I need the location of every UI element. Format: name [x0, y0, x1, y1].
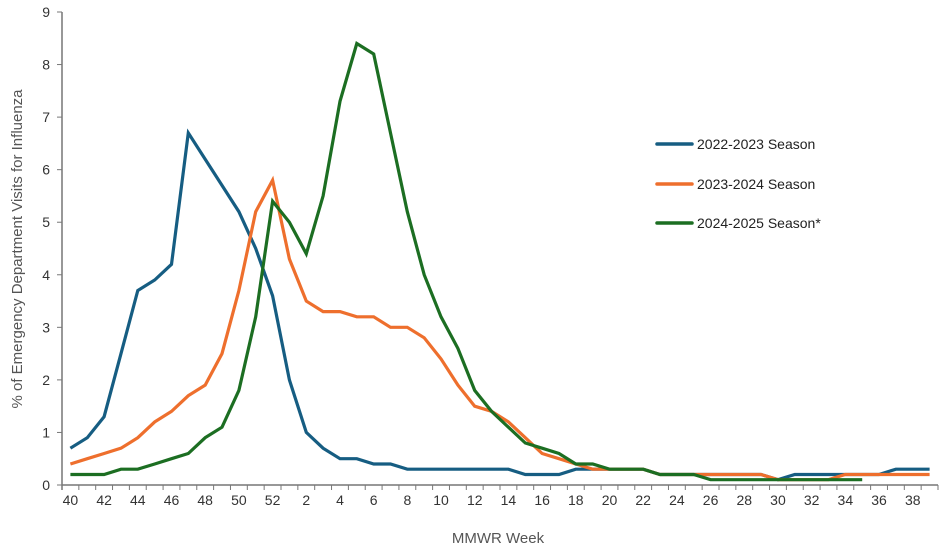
- x-tick-label: 20: [602, 492, 618, 508]
- x-tick-label: 10: [433, 492, 449, 508]
- x-tick-label: 50: [231, 492, 247, 508]
- x-tick-label: 46: [164, 492, 180, 508]
- y-axis-title: % of Emergency Department Visits for Inf…: [9, 89, 26, 409]
- x-tick-label: 34: [838, 492, 854, 508]
- x-tick-label: 22: [635, 492, 651, 508]
- x-tick-label: 28: [736, 492, 752, 508]
- x-tick-label: 2: [302, 492, 310, 508]
- y-tick-label: 2: [42, 372, 50, 388]
- y-tick-label: 1: [42, 424, 50, 440]
- x-tick-label: 6: [370, 492, 378, 508]
- x-axis-title: MMWR Week: [452, 530, 545, 547]
- y-tick-label: 0: [42, 477, 50, 493]
- y-tick-label: 4: [42, 267, 50, 283]
- x-tick-label: 44: [130, 492, 146, 508]
- x-tick-label: 36: [871, 492, 887, 508]
- series-line-0: [69, 128, 930, 482]
- y-tick-label: 5: [42, 214, 50, 230]
- y-tick-label: 3: [42, 319, 50, 335]
- y-tick-label: 8: [42, 57, 50, 73]
- legend-label-2: 2024-2025 Season*: [697, 215, 821, 231]
- x-tick-label: 52: [265, 492, 281, 508]
- x-tick-label: 32: [804, 492, 820, 508]
- x-tick-label: 18: [568, 492, 584, 508]
- x-tick-label: 38: [905, 492, 921, 508]
- x-tick-label: 24: [669, 492, 685, 508]
- y-tick-label: 9: [42, 4, 50, 20]
- y-tick-label: 7: [42, 109, 50, 125]
- x-tick-label: 4: [336, 492, 344, 508]
- x-tick-label: 14: [501, 492, 517, 508]
- x-tick-label: 42: [96, 492, 112, 508]
- legend-label-1: 2023-2024 Season: [697, 176, 815, 192]
- x-tick-label: 12: [467, 492, 483, 508]
- x-tick-label: 40: [63, 492, 79, 508]
- x-tick-label: 26: [703, 492, 719, 508]
- x-tick-label: 48: [197, 492, 213, 508]
- y-tick-label: 6: [42, 162, 50, 178]
- x-tick-label: 16: [534, 492, 550, 508]
- legend-label-0: 2022-2023 Season: [697, 136, 815, 152]
- x-tick-label: 30: [770, 492, 786, 508]
- x-tick-label: 8: [403, 492, 411, 508]
- series-line-2: [70, 41, 863, 482]
